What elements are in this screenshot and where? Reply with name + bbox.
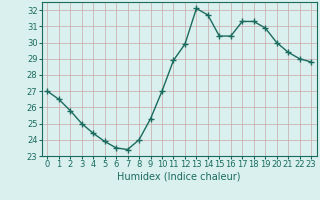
X-axis label: Humidex (Indice chaleur): Humidex (Indice chaleur) [117,172,241,182]
